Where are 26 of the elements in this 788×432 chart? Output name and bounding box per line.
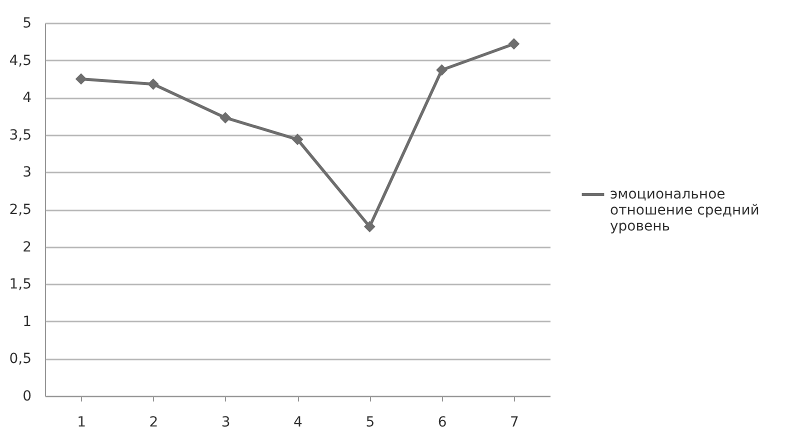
y-tick-label: 1,5 xyxy=(9,276,32,293)
y-tick-label: 3 xyxy=(22,164,32,181)
y-tick-label: 2,5 xyxy=(9,202,32,218)
y-tick-label: 3,5 xyxy=(9,127,32,144)
y-tick-label: 0 xyxy=(22,388,32,404)
x-tick-label: 5 xyxy=(366,414,375,430)
x-tick-label: 3 xyxy=(221,414,230,430)
y-tick-label: 0,5 xyxy=(9,351,32,368)
x-tick-label: 4 xyxy=(294,414,303,430)
x-tick-label: 1 xyxy=(77,414,86,430)
point xyxy=(75,73,87,85)
y-tick-label: 4,5 xyxy=(9,52,32,69)
y-tick-label: 5 xyxy=(22,16,32,32)
point xyxy=(220,112,232,124)
y-tick-label: 2 xyxy=(22,239,32,256)
y-tick-label: 4 xyxy=(22,90,32,106)
point xyxy=(292,134,304,146)
x-tick-label: 7 xyxy=(510,414,519,430)
point xyxy=(508,38,520,50)
point xyxy=(364,220,376,232)
x-tick-label: 6 xyxy=(438,414,447,430)
point xyxy=(436,64,448,76)
legend-label: эмоциональное отношение средний уровень xyxy=(610,186,760,234)
x-tick-label: 2 xyxy=(149,414,158,430)
y-tick-label: 1 xyxy=(22,314,32,330)
point xyxy=(148,78,159,90)
